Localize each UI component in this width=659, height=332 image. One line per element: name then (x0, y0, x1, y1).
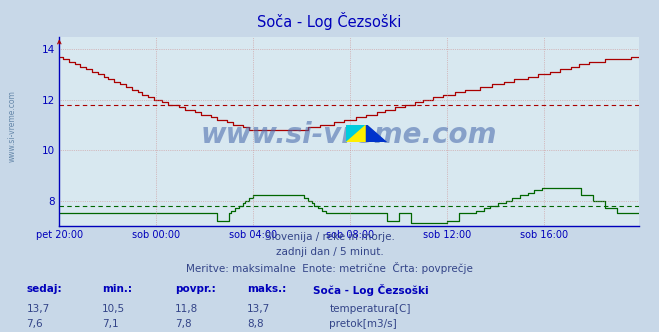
Polygon shape (346, 125, 366, 142)
Text: 8,8: 8,8 (247, 319, 264, 329)
Text: Slovenija / reke in morje.: Slovenija / reke in morje. (264, 232, 395, 242)
Text: povpr.:: povpr.: (175, 284, 215, 294)
Text: 7,6: 7,6 (26, 319, 43, 329)
Text: Soča - Log Čezsoški: Soča - Log Čezsoški (313, 284, 428, 296)
Text: 7,8: 7,8 (175, 319, 191, 329)
Text: pretok[m3/s]: pretok[m3/s] (330, 319, 397, 329)
Polygon shape (366, 125, 387, 142)
Polygon shape (346, 125, 366, 142)
Text: 10,5: 10,5 (102, 304, 125, 314)
Text: 7,1: 7,1 (102, 319, 119, 329)
Text: www.si-vreme.com: www.si-vreme.com (201, 121, 498, 149)
Text: sedaj:: sedaj: (26, 284, 62, 294)
Text: 13,7: 13,7 (247, 304, 270, 314)
Text: temperatura[C]: temperatura[C] (330, 304, 411, 314)
Text: Meritve: maksimalne  Enote: metrične  Črta: povprečje: Meritve: maksimalne Enote: metrične Črta… (186, 262, 473, 274)
Text: 13,7: 13,7 (26, 304, 49, 314)
Text: min.:: min.: (102, 284, 132, 294)
Text: Soča - Log Čezsoški: Soča - Log Čezsoški (257, 12, 402, 30)
Text: maks.:: maks.: (247, 284, 287, 294)
Text: 11,8: 11,8 (175, 304, 198, 314)
Text: www.si-vreme.com: www.si-vreme.com (8, 90, 17, 162)
Text: zadnji dan / 5 minut.: zadnji dan / 5 minut. (275, 247, 384, 257)
